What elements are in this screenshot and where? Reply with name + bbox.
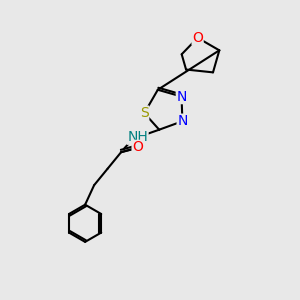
Text: O: O xyxy=(132,140,143,154)
Text: N: N xyxy=(176,90,187,104)
Text: N: N xyxy=(177,114,188,128)
Text: S: S xyxy=(140,106,149,120)
Text: O: O xyxy=(192,31,203,45)
Text: NH: NH xyxy=(127,130,148,144)
